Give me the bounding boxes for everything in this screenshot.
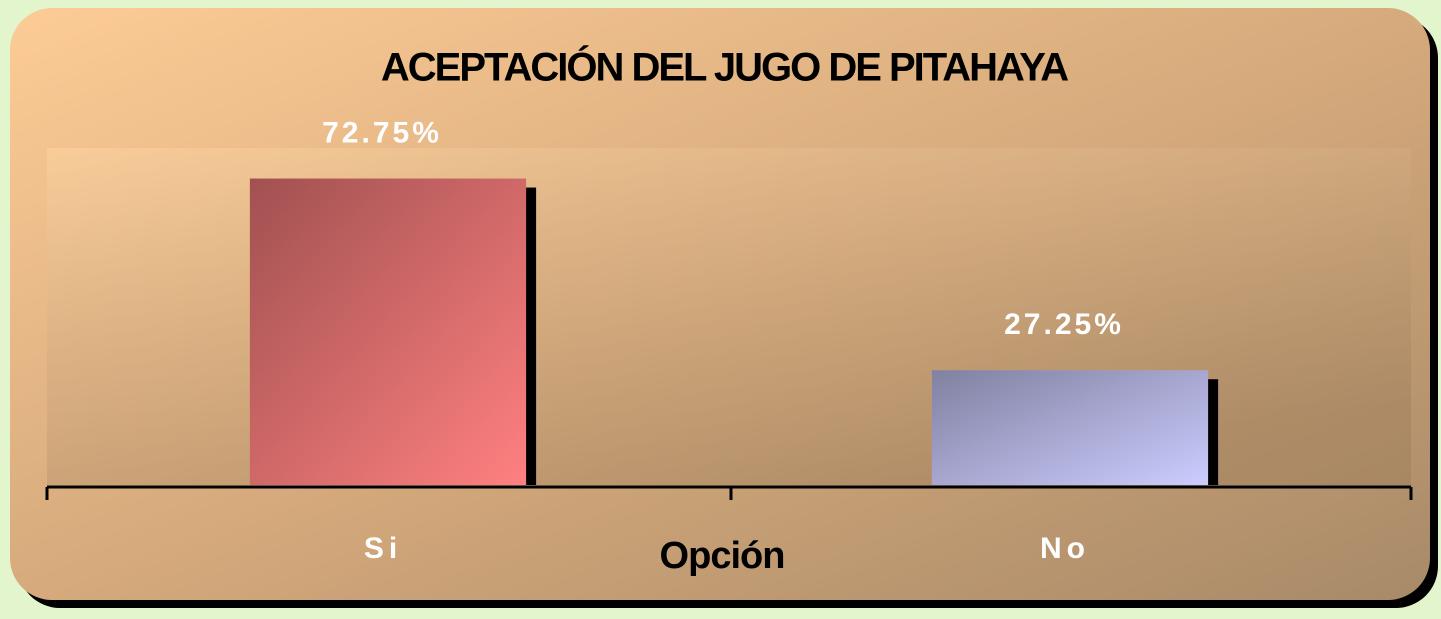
bar-shade (249, 178, 527, 485)
x-tick-label: Si (364, 532, 402, 565)
data-label: 72.75% (322, 116, 442, 149)
bar-shade (931, 370, 1209, 485)
data-label: 27.25% (1004, 308, 1124, 341)
x-axis-title: Opción (660, 535, 785, 577)
x-tick-label: No (1040, 532, 1090, 565)
chart-title: ACEPTACIÓN DEL JUGO DE PITAHAYA (381, 44, 1068, 90)
